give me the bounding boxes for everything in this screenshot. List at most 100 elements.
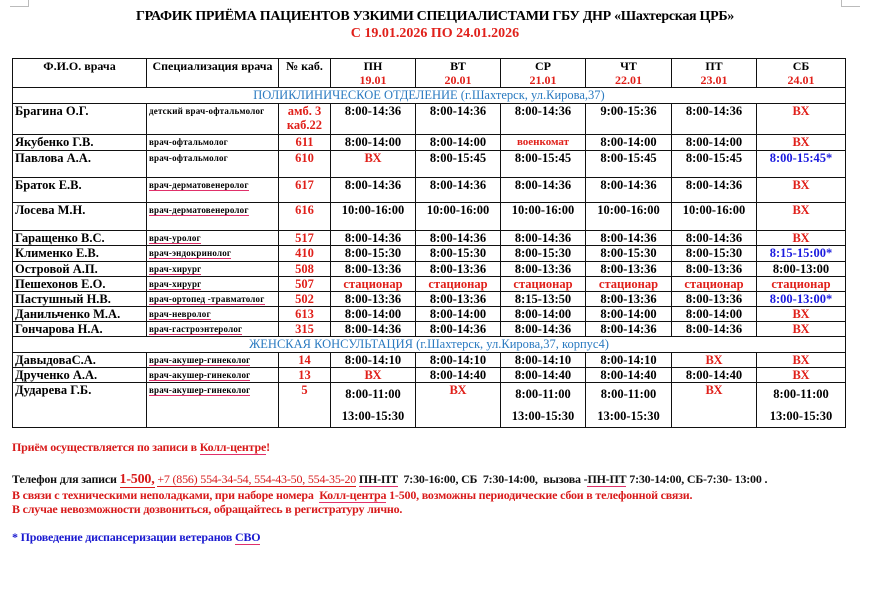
schedule-table: Ф.И.О. врача Специализация врача № каб. … xyxy=(12,58,846,428)
schedule-cell: 8:00-11:00 13:00-15:30 xyxy=(585,382,672,428)
cabinet-number: 613 xyxy=(278,306,331,322)
header-cab: № каб. xyxy=(278,58,331,88)
doctor-specialization: врач-акушер-гинеколог xyxy=(146,382,279,428)
spec-text: врач-дерматовенеролог xyxy=(149,180,249,191)
cabinet-number: 5 xyxy=(278,382,331,428)
schedule-cell: 8:00-13:36 xyxy=(671,291,757,307)
phone-note: Телефон для записи 1-500, +7 (856) 554-3… xyxy=(12,472,768,488)
schedule-cell: 8:00-14:00 xyxy=(415,306,501,322)
schedule-cell: 8:00-14:36 xyxy=(415,321,501,337)
schedule-cell: ВХ xyxy=(415,382,501,428)
doctor-specialization: врач-гастроэнтеролог xyxy=(146,321,279,337)
schedule-cell: 8:00-15:30 xyxy=(330,245,416,262)
header-row: Ф.И.О. врача Специализация врача № каб. … xyxy=(12,58,846,88)
schedule-cell: 8:00-14:40 xyxy=(671,367,757,383)
cabinet-number: 616 xyxy=(278,202,331,231)
doctor-specialization: детский врач-офтальмолог xyxy=(146,103,279,135)
spec-text: врач-акушер-гинеколог xyxy=(149,370,251,381)
doctor-name: Пастушный Н.В. xyxy=(12,291,147,307)
schedule-cell: 8:00-13:36 xyxy=(671,261,757,277)
cabinet-number: 507 xyxy=(278,276,331,292)
schedule-cell: ВХ xyxy=(756,230,846,246)
table-row: Гаращенко В.С. врач-уролог 517 8:00-14:36 8:… xyxy=(12,230,846,246)
schedule-cell: 8:00-15:30 xyxy=(671,245,757,262)
doctor-name: Лосева М.Н. xyxy=(12,202,147,231)
doctor-name: Данильченко М.А. xyxy=(12,306,147,322)
schedule-cell: 8:00-13:36 xyxy=(585,291,672,307)
doctor-specialization: врач-акушер-гинеколог xyxy=(146,367,279,383)
schedule-cell: 8:00-14:00 xyxy=(671,134,757,151)
cabinet-number: 502 xyxy=(278,291,331,307)
issues-note: В связи с техническими неполадками, при … xyxy=(12,488,693,503)
cabinet-number: 410 xyxy=(278,245,331,262)
schedule-cell: 8:00-13:00* xyxy=(756,291,846,307)
schedule-cell: стационар xyxy=(500,276,586,292)
schedule-cell: 9:00-15:36 xyxy=(585,103,672,135)
cabinet-number: 315 xyxy=(278,321,331,337)
header-day: СР 21.01 xyxy=(500,58,586,88)
schedule-cell: военкомат xyxy=(500,134,586,151)
schedule-cell: 8:00-14:10 xyxy=(330,352,416,368)
schedule-cell: 8:00-14:40 xyxy=(585,367,672,383)
table-row: Гончарова Н.А. врач-гастроэнтеролог 315 8:0… xyxy=(12,321,846,337)
schedule-cell: 8:00-14:00 xyxy=(415,134,501,151)
cabinet-number: амб. 3 каб.22 xyxy=(278,103,331,135)
header-day: ЧТ 22.01 xyxy=(585,58,672,88)
doctor-specialization: врач-ортопед -травматолог xyxy=(146,291,279,307)
doctor-specialization: врач-хирург xyxy=(146,261,279,277)
doctor-specialization: врач-эндокринолог xyxy=(146,245,279,262)
schedule-cell: 8:00-11:00 13:00-15:30 xyxy=(500,382,586,428)
spec-text: врач-уролог xyxy=(149,233,201,244)
schedule-cell: 8:00-14:36 xyxy=(671,177,757,203)
schedule-cell: 8:00-14:36 xyxy=(500,230,586,246)
schedule-cell: 8:00-14:10 xyxy=(500,352,586,368)
schedule-cell: 8:00-13:36 xyxy=(500,261,586,277)
schedule-cell: ВХ xyxy=(330,150,416,178)
table-row: Пешехонов Е.О. врач-хирург 507 стационар ста… xyxy=(12,276,846,292)
spec-text: врач-гастроэнтеролог xyxy=(149,324,243,335)
schedule-cell: ВХ xyxy=(671,382,757,428)
schedule-cell: 8:00-14:36 xyxy=(500,103,586,135)
cabinet-number: 517 xyxy=(278,230,331,246)
doctor-name: Друченко А.А. xyxy=(12,367,147,383)
table-row: Якубенко Г.В. врач-офтальмолог 611 8:00-14:… xyxy=(12,134,846,151)
doctor-name: Якубенко Г.В. xyxy=(12,134,147,151)
schedule-cell: 8:00-14:36 xyxy=(671,230,757,246)
schedule-cell: 8:00-14:00 xyxy=(585,134,672,151)
schedule-cell: 8:00-14:36 xyxy=(585,177,672,203)
section-row: ЖЕНСКАЯ КОНСУЛЬТАЦИЯ (г.Шахтерск, ул.Кир… xyxy=(12,336,846,353)
doctor-name: Браток Е.В. xyxy=(12,177,147,203)
schedule-cell: ВХ xyxy=(756,352,846,368)
schedule-cell: стационар xyxy=(330,276,416,292)
schedule-cell: 8:00-15:45 xyxy=(415,150,501,178)
header-day: СБ 24.01 xyxy=(756,58,846,88)
spec-text: врач-акушер-гинеколог xyxy=(149,355,251,366)
schedule-cell: 8:15-13:50 xyxy=(500,291,586,307)
schedule-cell: стационар xyxy=(671,276,757,292)
table-row: Островой А.П. врач-хирург 508 8:00-13:36 8:0… xyxy=(12,261,846,277)
cabinet-number: 14 xyxy=(278,352,331,368)
schedule-cell: 8:00-14:00 xyxy=(330,306,416,322)
table-row: Брагина О.Г. детский врач-офтальмолог амб.… xyxy=(12,103,846,135)
schedule-cell: 8:00-14:00 xyxy=(500,306,586,322)
schedule-cell: стационар xyxy=(415,276,501,292)
page-subtitle: С 19.01.2026 ПО 24.01.2026 xyxy=(350,26,520,41)
schedule-cell: 8:00-14:36 xyxy=(415,230,501,246)
schedule-cell: 8:00-13:36 xyxy=(330,291,416,307)
schedule-cell: 8:00-14:36 xyxy=(585,321,672,337)
table-row: Браток Е.В. врач-дерматовенеролог 617 8:00-… xyxy=(12,177,846,203)
schedule-cell: 8:00-14:36 xyxy=(330,177,416,203)
doctor-specialization: врач-уролог xyxy=(146,230,279,246)
cabinet-number: 508 xyxy=(278,261,331,277)
schedule-cell: 8:00-14:36 xyxy=(500,177,586,203)
schedule-cell: 10:00-16:00 xyxy=(330,202,416,231)
schedule-cell: 10:00-16:00 xyxy=(585,202,672,231)
header-day: ПН 19.01 xyxy=(330,58,416,88)
doctor-name: Островой А.П. xyxy=(12,261,147,277)
schedule-cell: ВХ xyxy=(756,202,846,231)
appointment-note: Приём осуществляется по записи в Колл-це… xyxy=(12,440,270,455)
schedule-cell: 8:00-14:36 xyxy=(330,230,416,246)
doctor-specialization: врач-дерматовенеролог xyxy=(146,177,279,203)
schedule-cell: ВХ xyxy=(756,367,846,383)
schedule-cell: 8:00-13:36 xyxy=(330,261,416,277)
